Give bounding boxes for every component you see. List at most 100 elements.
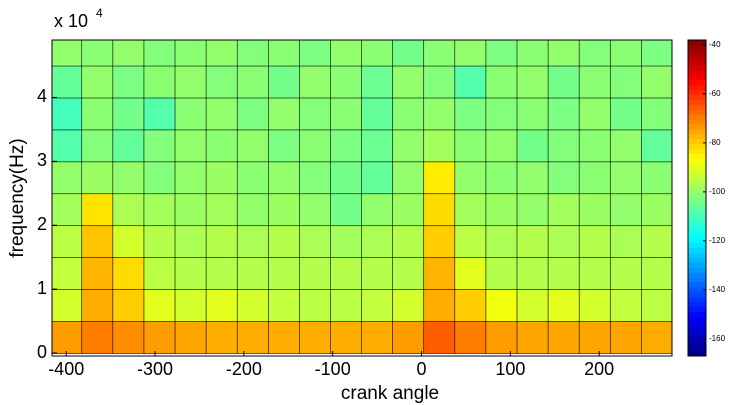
cell — [516, 161, 549, 195]
cell — [330, 256, 363, 290]
cell — [454, 224, 487, 258]
cell — [423, 129, 456, 163]
cell — [52, 161, 83, 195]
cell — [485, 97, 518, 131]
colorbar-swatch — [688, 331, 706, 337]
colorbar-swatch — [688, 173, 706, 179]
cell — [236, 97, 270, 131]
cell — [361, 224, 394, 258]
cell — [485, 129, 518, 163]
cell — [516, 256, 549, 290]
colorbar-swatch — [688, 79, 706, 85]
cell — [236, 161, 270, 195]
colorbar-swatch — [688, 84, 706, 90]
colorbar-swatch — [688, 158, 706, 164]
cell — [205, 65, 239, 99]
cell — [423, 224, 456, 258]
colorbar-swatch — [688, 109, 706, 115]
colorbar-swatch — [688, 321, 706, 327]
colorbar-tick-label: -120 — [709, 236, 726, 245]
colorbar-swatch — [688, 267, 706, 273]
cell — [485, 224, 518, 258]
colorbar-swatch — [688, 306, 706, 313]
colorbar-swatch — [688, 49, 706, 56]
cell — [112, 40, 145, 67]
cell — [81, 256, 114, 290]
cell — [485, 256, 518, 290]
x-tick-label: -300 — [137, 359, 173, 379]
cell — [423, 288, 456, 322]
colorbar-swatch — [688, 74, 706, 80]
cell — [174, 161, 207, 195]
cell — [578, 65, 612, 99]
colorbar-swatch — [688, 143, 706, 150]
cell — [578, 256, 612, 290]
cell — [174, 65, 207, 99]
cell — [330, 129, 363, 163]
cell — [392, 256, 425, 290]
cell — [609, 129, 643, 163]
colorbar-swatch — [688, 232, 706, 238]
cell — [205, 161, 239, 195]
colorbar-swatch — [688, 237, 706, 243]
cell — [299, 129, 332, 163]
colorbar-swatch — [688, 346, 706, 352]
cell — [267, 320, 301, 354]
cell — [423, 97, 456, 131]
cell — [578, 129, 612, 163]
cell — [330, 193, 363, 227]
cell — [143, 40, 176, 67]
colorbar-swatch — [688, 54, 706, 61]
cell — [52, 320, 83, 354]
colorbar-tick-label: -80 — [709, 138, 721, 147]
cell — [392, 40, 425, 67]
cell — [578, 224, 612, 258]
cell — [267, 40, 301, 67]
x-tick-label: -100 — [315, 359, 351, 379]
cell — [392, 129, 425, 163]
cell — [81, 161, 114, 195]
cell — [112, 65, 145, 99]
cell — [547, 65, 580, 99]
y-tick-label: 2 — [37, 214, 47, 234]
cell — [81, 193, 114, 227]
cell — [267, 193, 301, 227]
colorbar-swatch — [688, 114, 706, 120]
cell — [641, 193, 672, 227]
x-tick-label: 100 — [495, 359, 525, 379]
cell — [112, 97, 145, 131]
cell — [143, 320, 176, 354]
cell — [361, 97, 394, 131]
cell — [174, 224, 207, 258]
cell — [299, 161, 332, 195]
cell — [81, 320, 114, 354]
cell — [174, 129, 207, 163]
cell — [423, 256, 456, 290]
x-axis-label: crank angle — [341, 383, 439, 404]
cell — [52, 65, 83, 99]
cell — [143, 65, 176, 99]
cell — [236, 256, 270, 290]
cell — [578, 161, 612, 195]
cell — [112, 193, 145, 227]
colorbar-swatch — [688, 99, 706, 105]
cell — [112, 256, 145, 290]
colorbar-swatch — [688, 222, 706, 229]
colorbar-swatch — [688, 128, 706, 135]
cell — [205, 288, 239, 322]
cell — [361, 193, 394, 227]
cell — [267, 97, 301, 131]
cell — [516, 288, 549, 322]
y-tick-label: 3 — [37, 150, 47, 170]
colorbar-swatch — [688, 44, 706, 51]
cell — [516, 320, 549, 354]
colorbar-swatch — [688, 326, 706, 332]
colorbar-swatch — [688, 133, 706, 140]
y-offset-exponent: 4 — [96, 6, 103, 20]
cell — [578, 40, 612, 67]
cell — [112, 288, 145, 322]
cell — [267, 288, 301, 322]
colorbar-swatch — [688, 188, 706, 194]
